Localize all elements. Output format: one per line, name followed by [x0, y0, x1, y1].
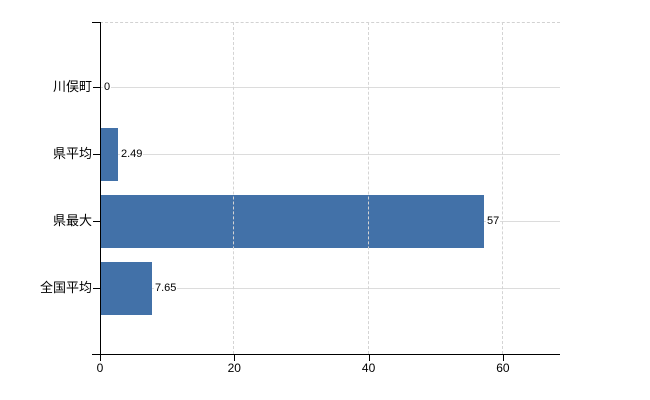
- y-axis-top-tick: [92, 22, 100, 23]
- x-axis-tick: [100, 355, 101, 361]
- y-axis-tick: [93, 221, 100, 222]
- category-label: 県平均: [52, 146, 92, 161]
- x-axis-tick: [502, 355, 504, 361]
- category-label: 全国平均: [39, 280, 92, 295]
- x-tick-label: 40: [361, 361, 376, 375]
- y-axis-tick: [93, 154, 100, 155]
- y-axis-line: [100, 22, 101, 354]
- x-axis-line: [92, 354, 560, 355]
- gridline-horizontal: [101, 87, 560, 88]
- bar: [101, 195, 484, 248]
- x-tick-label: 20: [227, 361, 241, 375]
- category-label: 県最大: [52, 213, 92, 228]
- bar-value-label: 57: [486, 214, 501, 228]
- category-label: 川俣町: [52, 79, 92, 94]
- gridline-vertical: [501, 22, 503, 354]
- plot-area: 0 2.49 57 7.65: [100, 22, 560, 354]
- y-axis-tick: [93, 288, 100, 289]
- y-axis-tick: [93, 87, 100, 88]
- bar: [101, 262, 152, 315]
- bar-value-label: 2.49: [120, 147, 144, 161]
- gridline-horizontal: [101, 154, 560, 155]
- x-tick-label: 60: [496, 361, 510, 375]
- x-axis-tick: [368, 355, 370, 361]
- x-tick-label: 0: [96, 361, 104, 375]
- gridline-vertical: [367, 22, 369, 354]
- gridline-horizontal: [101, 288, 560, 289]
- bar-value-label: 0: [103, 80, 112, 94]
- plot-top-border: [100, 22, 560, 23]
- x-axis-tick: [234, 355, 236, 361]
- bar: [101, 128, 118, 181]
- gridline-vertical: [233, 22, 235, 354]
- bar-value-label: 7.65: [154, 281, 178, 295]
